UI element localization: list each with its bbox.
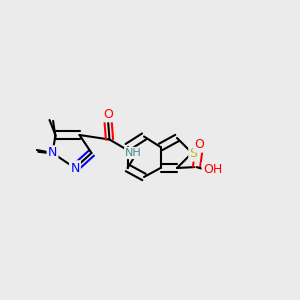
- Text: O: O: [195, 138, 204, 152]
- Text: S: S: [190, 147, 197, 161]
- Text: O: O: [103, 108, 113, 121]
- Text: N: N: [70, 161, 80, 175]
- Text: NH: NH: [125, 148, 142, 158]
- Text: N: N: [48, 146, 57, 160]
- Text: OH: OH: [203, 163, 222, 176]
